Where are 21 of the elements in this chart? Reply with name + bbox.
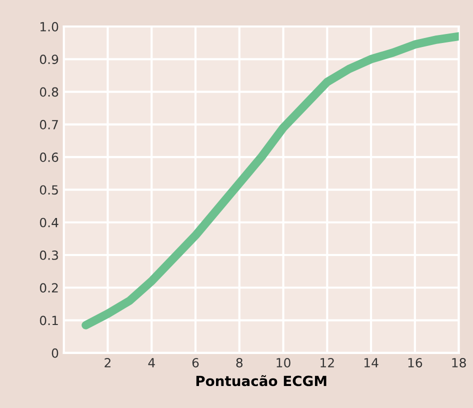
x-tick-label: 2 bbox=[104, 358, 110, 368]
y-tick-label: 0.7 bbox=[40, 120, 58, 130]
x-tick-label: 12 bbox=[320, 358, 334, 368]
y-tick-label: 0.1 bbox=[40, 316, 58, 326]
y-tick-label: 0.3 bbox=[40, 250, 58, 260]
y-tick-label: 0 bbox=[52, 348, 58, 358]
x-tick-label: 14 bbox=[364, 358, 378, 368]
x-tick-label: 16 bbox=[408, 358, 422, 368]
y-tick-label: 0.8 bbox=[40, 87, 58, 97]
x-axis-title: Pontuacão ECGM bbox=[196, 375, 326, 386]
y-tick-label: 0.2 bbox=[40, 283, 58, 293]
x-tick-label: 18 bbox=[452, 358, 466, 368]
y-tick-label: 1.0 bbox=[40, 22, 58, 32]
y-tick-label: 0.4 bbox=[40, 218, 58, 228]
x-tick-label: 4 bbox=[148, 358, 155, 368]
y-tick-label: 0.6 bbox=[40, 152, 58, 162]
y-tick-label: 0.9 bbox=[40, 54, 58, 64]
x-tick-label: 8 bbox=[236, 358, 243, 368]
y-tick-label: 0.5 bbox=[40, 185, 58, 195]
x-tick-label: 10 bbox=[276, 358, 290, 368]
x-tick-label: 6 bbox=[192, 358, 199, 368]
